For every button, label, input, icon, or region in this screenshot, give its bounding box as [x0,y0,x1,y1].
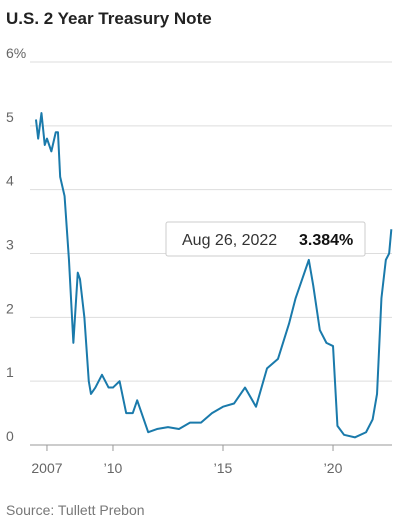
y-tick-label: 3 [6,237,14,253]
tooltip-box [165,221,366,257]
y-tick-label: 4 [6,173,14,189]
line [34,112,393,439]
chart-title: U.S. 2 Year Treasury Note [6,9,212,28]
y-tick-label: 0 [6,428,14,444]
x-tick-label: ’20 [324,460,343,476]
x-tick-label: ’10 [104,460,123,476]
y-tick-label: 6% [6,45,26,61]
source: Source: Tullett Prebon [6,502,145,518]
y-tick-label: 2 [6,300,14,316]
y-tick-label: 5 [6,109,14,125]
tooltip: Aug 26, 2022 3.384% [165,221,366,257]
tooltip-value: 3.384% [299,232,353,249]
y-tick-label: 1 [6,364,14,380]
x-tick-label: ’15 [214,460,233,476]
tooltip-date: Aug 26, 2022 [182,232,277,249]
x-tick-label: 2007 [31,460,62,476]
